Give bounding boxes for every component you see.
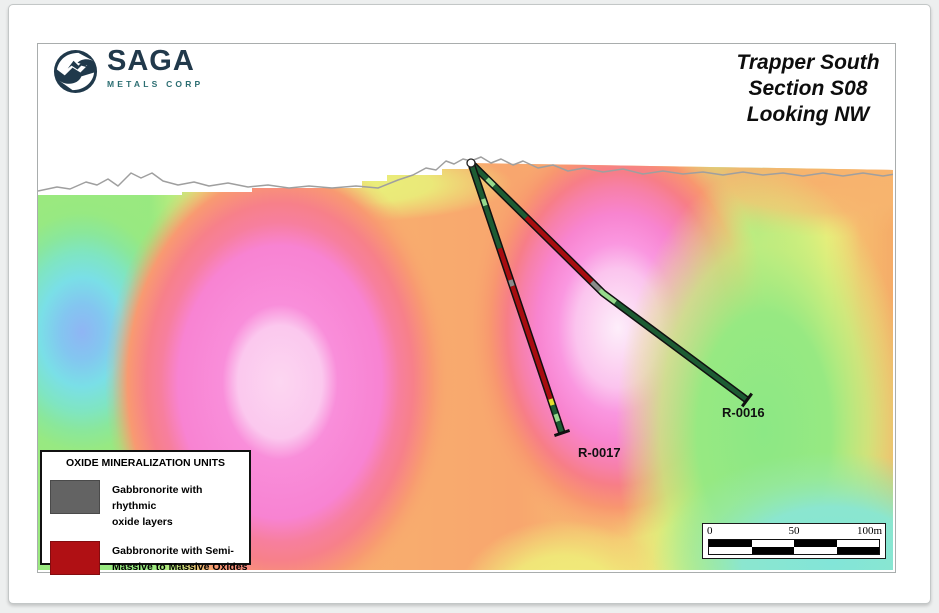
drillhole-trace-segment [555,420,565,434]
drillhole-trace-segment [497,247,513,281]
map-title-line3: Looking NW [746,103,870,126]
section-frame: SAGA METALS CORP Trapper South Section S… [37,43,896,575]
drillhole-label-r0016: R-0016 [722,405,765,420]
saga-logo-icon [53,49,98,94]
legend-label-rhythmic-line2: oxide layers [112,516,173,528]
drillhole-traces [467,160,753,437]
drillhole-trace-segment [548,398,555,406]
drillhole-trace-segment [483,204,502,250]
scale-label-50: 50 [788,525,800,537]
map-title-line1: Trapper South [736,51,880,74]
drillhole-trace-segment [492,184,528,220]
legend-swatch-rhythmic [50,480,100,514]
legend-item-massive: Gabbronorite with Semi- Massive to Massi… [50,541,249,575]
scale-bar: 0 50 100m [702,523,886,559]
drillhole-trace-segment [524,215,594,284]
drillhole-trace-segment [510,285,553,400]
drillhole-label-r0017: R-0017 [578,445,621,460]
drillhole-trace-segment [508,279,515,287]
drillhole-trace-segment [741,392,753,408]
legend-swatch-massive [50,541,100,575]
figure-page: SAGA METALS CORP Trapper South Section S… [8,4,931,604]
map-title-line2: Section S08 [748,77,868,100]
drillhole-trace-segment [598,288,617,305]
drillhole-trace-segment [480,198,488,207]
map-title: Trapper South Section S08 Looking NW [696,50,920,128]
topography-line [38,156,893,192]
drillhole-trace-segment [553,413,561,423]
drillhole-trace-segment [590,280,602,292]
scale-label-0: 0 [707,525,713,537]
company-logo: SAGA METALS CORP [52,46,203,95]
legend-item-rhythmic: Gabbronorite with rhythmic oxide layers [50,480,249,530]
legend-box: OXIDE MINERALIZATION UNITS Gabbronorite … [40,450,251,575]
drillhole-collar-marker [466,158,476,168]
legend-title: OXIDE MINERALIZATION UNITS [65,457,226,469]
magnetic-heatmap [38,163,893,570]
drillhole-trace-segment [468,162,486,200]
drillhole-trace-segment [485,177,496,188]
drillhole-trace-segment [614,300,749,402]
scale-label-100: 100m [856,525,882,537]
drillhole-trace-segment [553,429,571,437]
legend-label-rhythmic-line1: Gabbronorite with rhythmic [112,484,203,512]
drillhole-trace-segment [550,404,558,415]
logo-subtext: METALS CORP [107,79,204,89]
scale-bar-checker [708,539,880,555]
legend-label-massive-line1: Gabbronorite with Semi- [112,545,234,557]
logo-text: SAGA [107,45,195,77]
section-graphic [38,156,893,570]
legend-label-massive-line2: Massive to Massive Oxides [112,561,248,573]
